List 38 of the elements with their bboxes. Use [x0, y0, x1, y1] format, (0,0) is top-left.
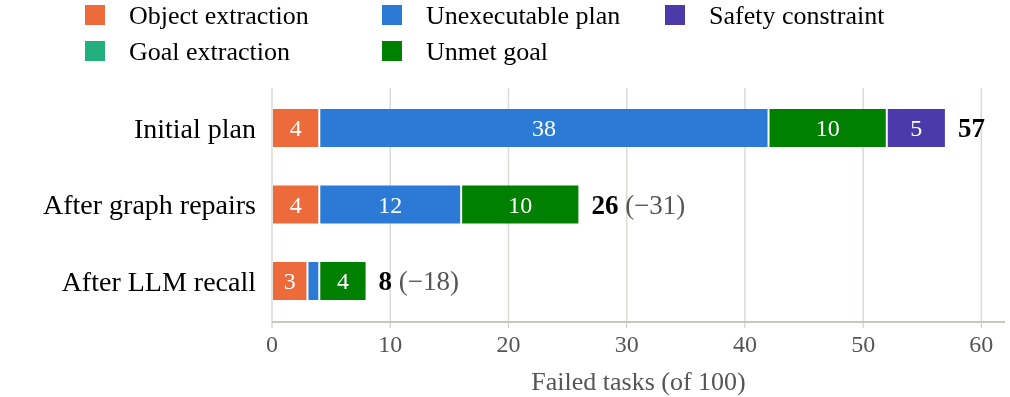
bar [462, 185, 579, 224]
y-tick-label: After graph repairs [42, 189, 256, 221]
legend-label: Object extraction [129, 1, 309, 31]
x-tick-label: 10 [378, 331, 403, 357]
bar [308, 262, 319, 300]
data-label: 10 [815, 115, 840, 142]
bar [273, 262, 307, 300]
data-label: 3 [283, 268, 296, 295]
bar [273, 185, 319, 224]
legend-label: Goal extraction [129, 37, 290, 67]
total-label: 57 [957, 113, 985, 144]
bar [887, 109, 945, 147]
data-label: 12 [378, 191, 403, 218]
x-tick-label: 0 [266, 331, 278, 357]
total-label: 26 (−31) [591, 189, 686, 220]
bar [769, 109, 886, 147]
data-label: 4 [289, 191, 302, 218]
data-label: 5 [910, 115, 923, 142]
data-label: 4 [336, 268, 349, 295]
bar [320, 109, 768, 147]
x-axis-title: Failed tasks (of 100) [531, 367, 746, 396]
x-tick-label: 60 [969, 331, 994, 357]
data-label: 10 [508, 191, 533, 218]
legend-label: Unexecutable plan [426, 1, 621, 31]
data-label: 38 [531, 115, 556, 142]
y-tick-label: After LLM recall [61, 265, 257, 297]
bar [320, 262, 366, 300]
x-tick-label: 30 [614, 331, 639, 357]
x-tick-label: 20 [496, 331, 521, 357]
bar [273, 109, 319, 147]
legend-label: Safety constraint [709, 1, 886, 31]
legend-label: Unmet goal [426, 37, 549, 67]
x-tick-label: 50 [851, 331, 876, 357]
total-label: 8 (−18) [378, 266, 460, 297]
x-tick-label: 40 [732, 331, 757, 357]
data-label: 4 [289, 115, 302, 142]
y-tick-label: Initial plan [133, 112, 256, 144]
bar [320, 185, 461, 224]
